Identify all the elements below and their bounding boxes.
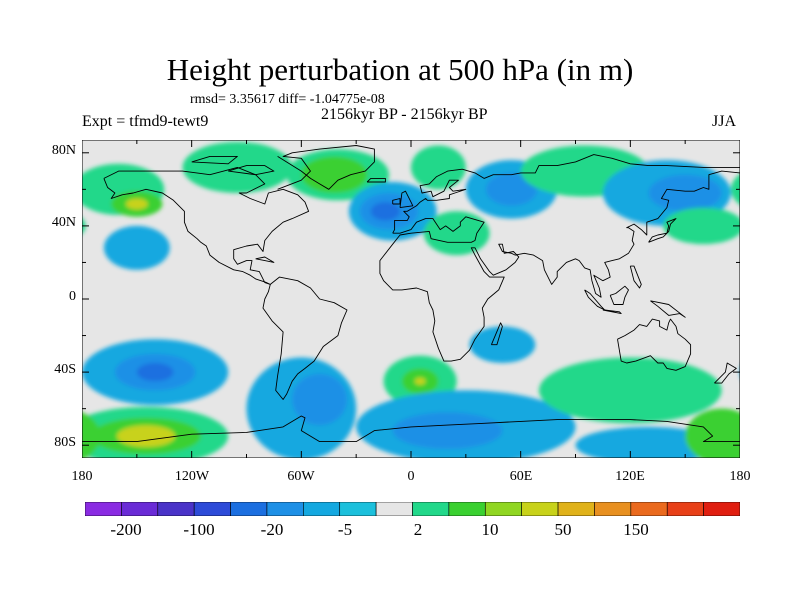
field-contour-region: [411, 145, 466, 190]
lon-label-60w: 60W: [287, 469, 315, 484]
season-label: JJA: [712, 113, 737, 130]
world-map-plot: [82, 140, 740, 458]
coastline: [629, 265, 642, 289]
height-field-contours: [82, 141, 740, 458]
colorbar-swatch: [630, 502, 668, 516]
colorbar-swatch: [703, 502, 740, 516]
field-contour-region: [469, 326, 536, 363]
field-contour-region: [414, 377, 426, 385]
coastline: [379, 154, 740, 362]
coastline: [228, 165, 275, 176]
colorbar-swatch: [230, 502, 268, 516]
coastline: [602, 309, 622, 315]
field-contour-region: [370, 202, 401, 221]
coastline: [617, 318, 692, 371]
lat-label-40s: 40S: [54, 362, 76, 377]
coastline: [609, 285, 629, 305]
colorbar-swatch: [85, 502, 122, 516]
field-contour-region: [82, 412, 101, 458]
field-contour-region: [685, 408, 740, 458]
axis-ticks: [82, 140, 740, 458]
coastline: [714, 362, 737, 384]
lat-label-0: 0: [69, 289, 76, 304]
colorbar-swatch: [375, 502, 413, 516]
colorbar-label: 2: [413, 520, 423, 539]
coastlines: [82, 145, 740, 443]
colorbar-swatch: [157, 502, 195, 516]
field-contour-region: [292, 373, 348, 426]
field-contour-region: [485, 172, 538, 206]
lon-label-120w: 120W: [174, 469, 210, 484]
coastline: [262, 276, 348, 400]
colorbar-swatch: [594, 502, 632, 516]
map-title: Height perturbation at 500 hPa (in m): [166, 52, 634, 87]
colorbar-swatch: [266, 502, 304, 516]
lat-label-80s: 80S: [54, 435, 76, 450]
field-contour-region: [538, 357, 722, 424]
colorbar-label: 10: [481, 520, 499, 539]
coastline: [490, 322, 503, 346]
coastline: [650, 300, 686, 318]
field-contour-region: [392, 412, 503, 449]
colorbar-swatch: [121, 502, 159, 516]
colorbar-swatch: [521, 502, 559, 516]
colorbar-swatch: [557, 502, 595, 516]
coastline: [399, 190, 414, 209]
experiment-label: Expt = tfmd9-tewt9: [82, 113, 209, 130]
colorbar-swatch: [448, 502, 486, 516]
coastline: [82, 415, 740, 443]
coastline: [648, 218, 677, 243]
coastline: [191, 155, 238, 165]
field-contour-region: [575, 426, 722, 458]
colorbar-swatch: [339, 502, 377, 516]
coastline: [255, 256, 275, 263]
colorbar: [85, 502, 740, 516]
coastline: [277, 145, 375, 190]
field-contour-region: [423, 211, 490, 256]
field-contour-region: [663, 207, 740, 245]
field-contour-region: [730, 174, 740, 205]
colorbar-label: -5: [337, 520, 353, 539]
lon-label-180e: 180: [729, 469, 751, 484]
lon-label-120e: 120E: [615, 469, 645, 484]
colorbar-label: 150: [623, 520, 649, 539]
coastline: [392, 198, 401, 205]
field-contour-region: [648, 174, 722, 212]
field-contour-region: [136, 362, 174, 382]
lat-label-80n: 80N: [51, 143, 76, 158]
coastline: [366, 177, 386, 183]
colorbar-swatch: [666, 502, 704, 516]
rmsd-stats: rmsd= 3.35617 diff= -1.04775e-08: [190, 92, 385, 107]
lat-label-40n: 40N: [51, 215, 76, 230]
colorbar-swatch: [412, 502, 450, 516]
colorbar-swatch: [303, 502, 341, 516]
coastline: [103, 166, 310, 285]
field-contour-region: [301, 156, 368, 193]
colorbar-label: -200: [110, 520, 142, 539]
field-contour-region: [125, 198, 148, 210]
colorbar-label: -20: [260, 520, 284, 539]
colorbar-label: -100: [183, 520, 215, 539]
colorbar-swatch: [484, 502, 522, 516]
colorbar-label: 50: [554, 520, 572, 539]
lon-label-180w: 180: [71, 469, 93, 484]
field-contour-region: [103, 225, 170, 270]
time-range-subtitle: 2156kyr BP - 2156kyr BP: [321, 106, 488, 123]
field-contour-region: [116, 425, 176, 448]
lon-label-0: 0: [407, 469, 415, 484]
colorbar-swatch: [193, 502, 231, 516]
lon-label-60e: 60E: [509, 469, 533, 484]
